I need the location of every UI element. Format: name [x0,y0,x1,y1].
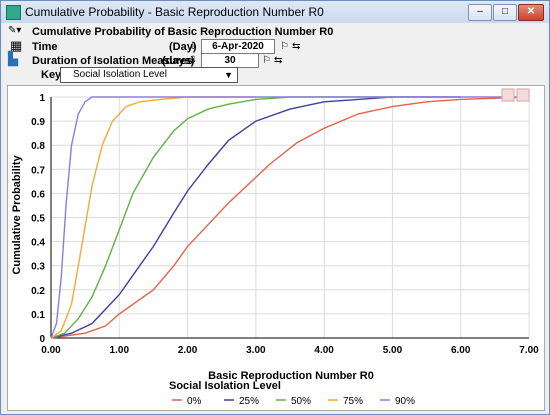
legend-item: 75% [343,396,363,407]
title-bar[interactable]: Cumulative Probability - Basic Reproduct… [1,1,549,23]
table-icon[interactable]: ▦ [10,38,23,53]
y-tick-label: 0.5 [31,214,45,225]
x-axis-label: Basic Reproduction Number R0 [208,370,374,382]
key-label: Key: [41,69,65,81]
series-line-25pct [50,96,461,339]
x-tick-label: 6.00 [451,345,471,356]
chart-subtitle: Cumulative Probability of Basic Reproduc… [32,26,334,38]
legend-title: Social Isolation Level [169,380,281,392]
y-tick-label: 0.8 [31,141,45,152]
y-tick-label: 0.7 [31,165,45,176]
y-tick-label: 0.6 [31,189,45,200]
time-label: Time [32,41,58,53]
edit-chart-icon[interactable]: ✎▾ [8,25,22,36]
minimize-button[interactable]: – [468,4,492,21]
client-area: ✎▾ Cumulative Probability of Basic Repro… [4,23,546,411]
duration-flag-icon[interactable]: ⚐ [262,55,271,66]
y-tick-label: 0.9 [31,117,45,128]
window-title: Cumulative Probability - Basic Reproduct… [25,5,324,19]
time-step-arrow-icon[interactable]: ⇩ [189,41,198,52]
plot-panel [7,85,545,411]
x-tick-label: 2.00 [178,345,198,356]
close-button[interactable]: ✕ [518,4,544,21]
legend-item: 0% [187,396,202,407]
duration-label: Duration of Isolation Measures [32,55,193,67]
app-icon [6,5,21,20]
x-tick-label: 0.00 [41,345,61,356]
duration-step-arrow-icon[interactable]: ⇩ [189,55,198,66]
series-line-50pct [50,96,393,339]
legend-item: 90% [395,396,415,407]
time-link-icon[interactable]: ⇆ [292,41,301,52]
legend: 0% 25% 50% 75% 90% [172,396,415,407]
x-tick-label: 1.00 [110,345,130,356]
series-line-0pct [50,96,530,339]
y-tick-label: 1 [39,93,45,104]
time-flag-icon[interactable]: ⚐ [280,41,289,52]
duration-unit: (days) [162,55,195,67]
chevron-down-icon: ▼ [224,70,233,80]
x-tick-label: 4.00 [314,345,334,356]
series-lines [50,96,530,339]
y-axis-label: Cumulative Probability [11,155,23,275]
x-tick-label: 3.00 [246,345,266,356]
chart-svg: 0.00 1.00 2.00 3.00 4.00 5.00 6.00 7.00 0 0.1 0.2 0… [11,88,539,407]
axes [50,97,529,339]
tick-labels: 0.00 1.00 2.00 3.00 4.00 5.00 6.00 7.00 0 0.1 0.2 0… [31,93,539,356]
time-unit: (Day) [169,41,197,53]
x-tick-label: 5.00 [383,345,403,356]
y-tick-label: 0 [39,334,45,345]
x-tick-label: 7.00 [519,345,539,356]
plot-corner-icons [501,88,530,102]
chart-type-icon[interactable]: ▙ [8,51,18,66]
y-tick-label: 0.3 [31,262,45,273]
maximize-button[interactable]: □ [493,4,517,21]
y-tick-label: 0.4 [31,238,45,249]
duration-link-icon[interactable]: ⇆ [274,55,283,66]
key-dropdown-value: Social Isolation Level [73,69,167,80]
legend-item: 50% [291,396,311,407]
legend-item: 25% [239,396,259,407]
series-line-90pct [50,96,529,339]
key-dropdown[interactable]: Social Isolation Level ▼ [60,67,238,83]
y-tick-label: 0.1 [31,310,45,321]
y-tick-label: 0.2 [31,286,45,297]
grid-lines [50,96,530,339]
